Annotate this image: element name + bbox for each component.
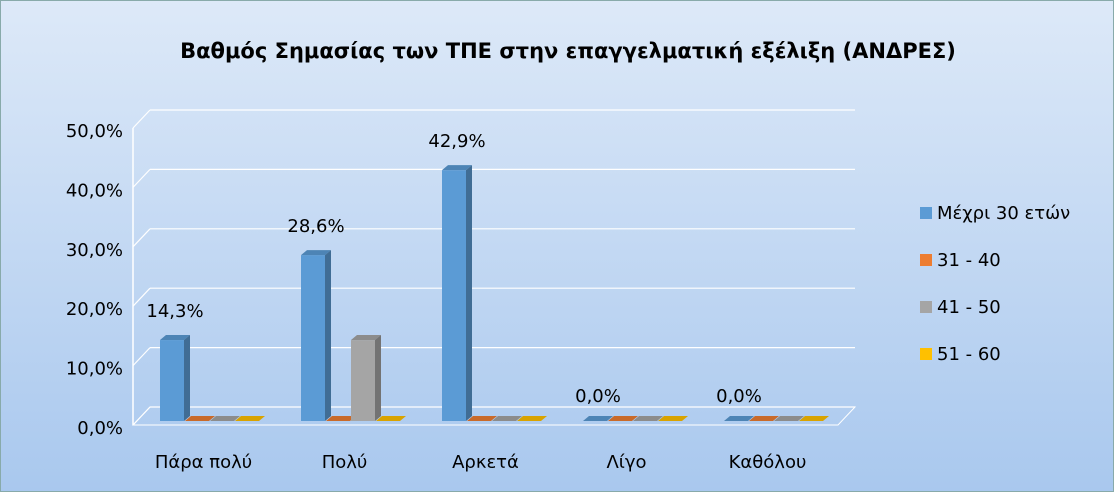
- y-tick-label: 40,0%: [66, 180, 123, 201]
- legend-swatch: [920, 254, 932, 266]
- bar: [774, 416, 804, 422]
- bar: [326, 416, 356, 422]
- bar-face: [351, 340, 375, 421]
- bar: [210, 416, 240, 422]
- x-tick-label: Πολύ: [322, 452, 368, 473]
- chart-title: Βαθμός Σημασίας των ΤΠΕ στην επαγγελματι…: [180, 39, 956, 63]
- bar-face: [467, 416, 497, 421]
- y-tick-label: 20,0%: [66, 299, 123, 320]
- bar-face: [492, 416, 522, 421]
- bar: [583, 416, 613, 422]
- grid-line: [132, 168, 151, 188]
- bar-face: [210, 416, 240, 421]
- bar: [235, 416, 265, 422]
- y-tick-label: 0,0%: [77, 418, 123, 439]
- bar-face: [583, 416, 613, 421]
- grid-line: [132, 228, 151, 248]
- bar-face: [442, 165, 472, 171]
- bar-face: [608, 416, 638, 421]
- bar-face: [724, 416, 754, 421]
- legend-swatch: [920, 301, 932, 313]
- legend-swatch: [920, 207, 932, 219]
- bar: [724, 416, 754, 422]
- bar-face: [235, 416, 265, 421]
- bar-face: [184, 335, 190, 421]
- bar: [517, 416, 547, 422]
- bar: [608, 416, 638, 422]
- grid-line: [132, 347, 151, 367]
- bar-face: [326, 416, 356, 421]
- y-tick-label: 10,0%: [66, 359, 123, 380]
- x-tick-label: Καθόλου: [729, 452, 807, 473]
- bar: [442, 165, 472, 421]
- bar-face: [160, 335, 190, 341]
- data-label: 28,6%: [287, 216, 344, 237]
- bar-face: [185, 416, 215, 421]
- bar: [160, 335, 190, 421]
- bar: [799, 416, 829, 422]
- bar: [492, 416, 522, 422]
- bar-face: [301, 255, 325, 421]
- bar-face: [633, 416, 663, 421]
- bar: [633, 416, 663, 422]
- bar-face: [774, 416, 804, 421]
- legend-label: Μέχρι 30 ετών: [937, 203, 1070, 224]
- bar: [658, 416, 688, 422]
- bar-face: [351, 335, 381, 341]
- data-label: 42,9%: [428, 131, 485, 152]
- data-label: 14,3%: [146, 301, 203, 322]
- bar: [749, 416, 779, 422]
- data-label: 0,0%: [716, 386, 762, 407]
- bar-face: [376, 416, 406, 421]
- grid-line: [132, 287, 151, 307]
- bar-face: [325, 250, 331, 421]
- x-tick-label: Αρκετά: [452, 452, 519, 473]
- y-tick-label: 50,0%: [66, 121, 123, 142]
- x-tick-label: Πάρα πολύ: [155, 452, 252, 473]
- bar: [376, 416, 406, 422]
- grid-line: [132, 406, 151, 426]
- bar-face: [517, 416, 547, 421]
- bar: [467, 416, 497, 422]
- legend-swatch: [920, 348, 932, 360]
- y-tick-label: 30,0%: [66, 240, 123, 261]
- bar-face: [442, 170, 466, 421]
- bar: [351, 335, 381, 421]
- bar: [185, 416, 215, 422]
- bar-face: [658, 416, 688, 421]
- grid-line: [132, 109, 151, 129]
- legend-label: 31 - 40: [937, 250, 1001, 271]
- data-label: 0,0%: [575, 386, 621, 407]
- bar-face: [466, 165, 472, 421]
- bar-face: [301, 250, 331, 256]
- bar-face: [749, 416, 779, 421]
- bar: [301, 250, 331, 421]
- bar-face: [799, 416, 829, 421]
- legend-label: 41 - 50: [937, 297, 1001, 318]
- legend-label: 51 - 60: [937, 344, 1001, 365]
- bar-face: [160, 340, 184, 421]
- bar-face: [375, 335, 381, 421]
- x-tick-label: Λίγο: [606, 452, 646, 473]
